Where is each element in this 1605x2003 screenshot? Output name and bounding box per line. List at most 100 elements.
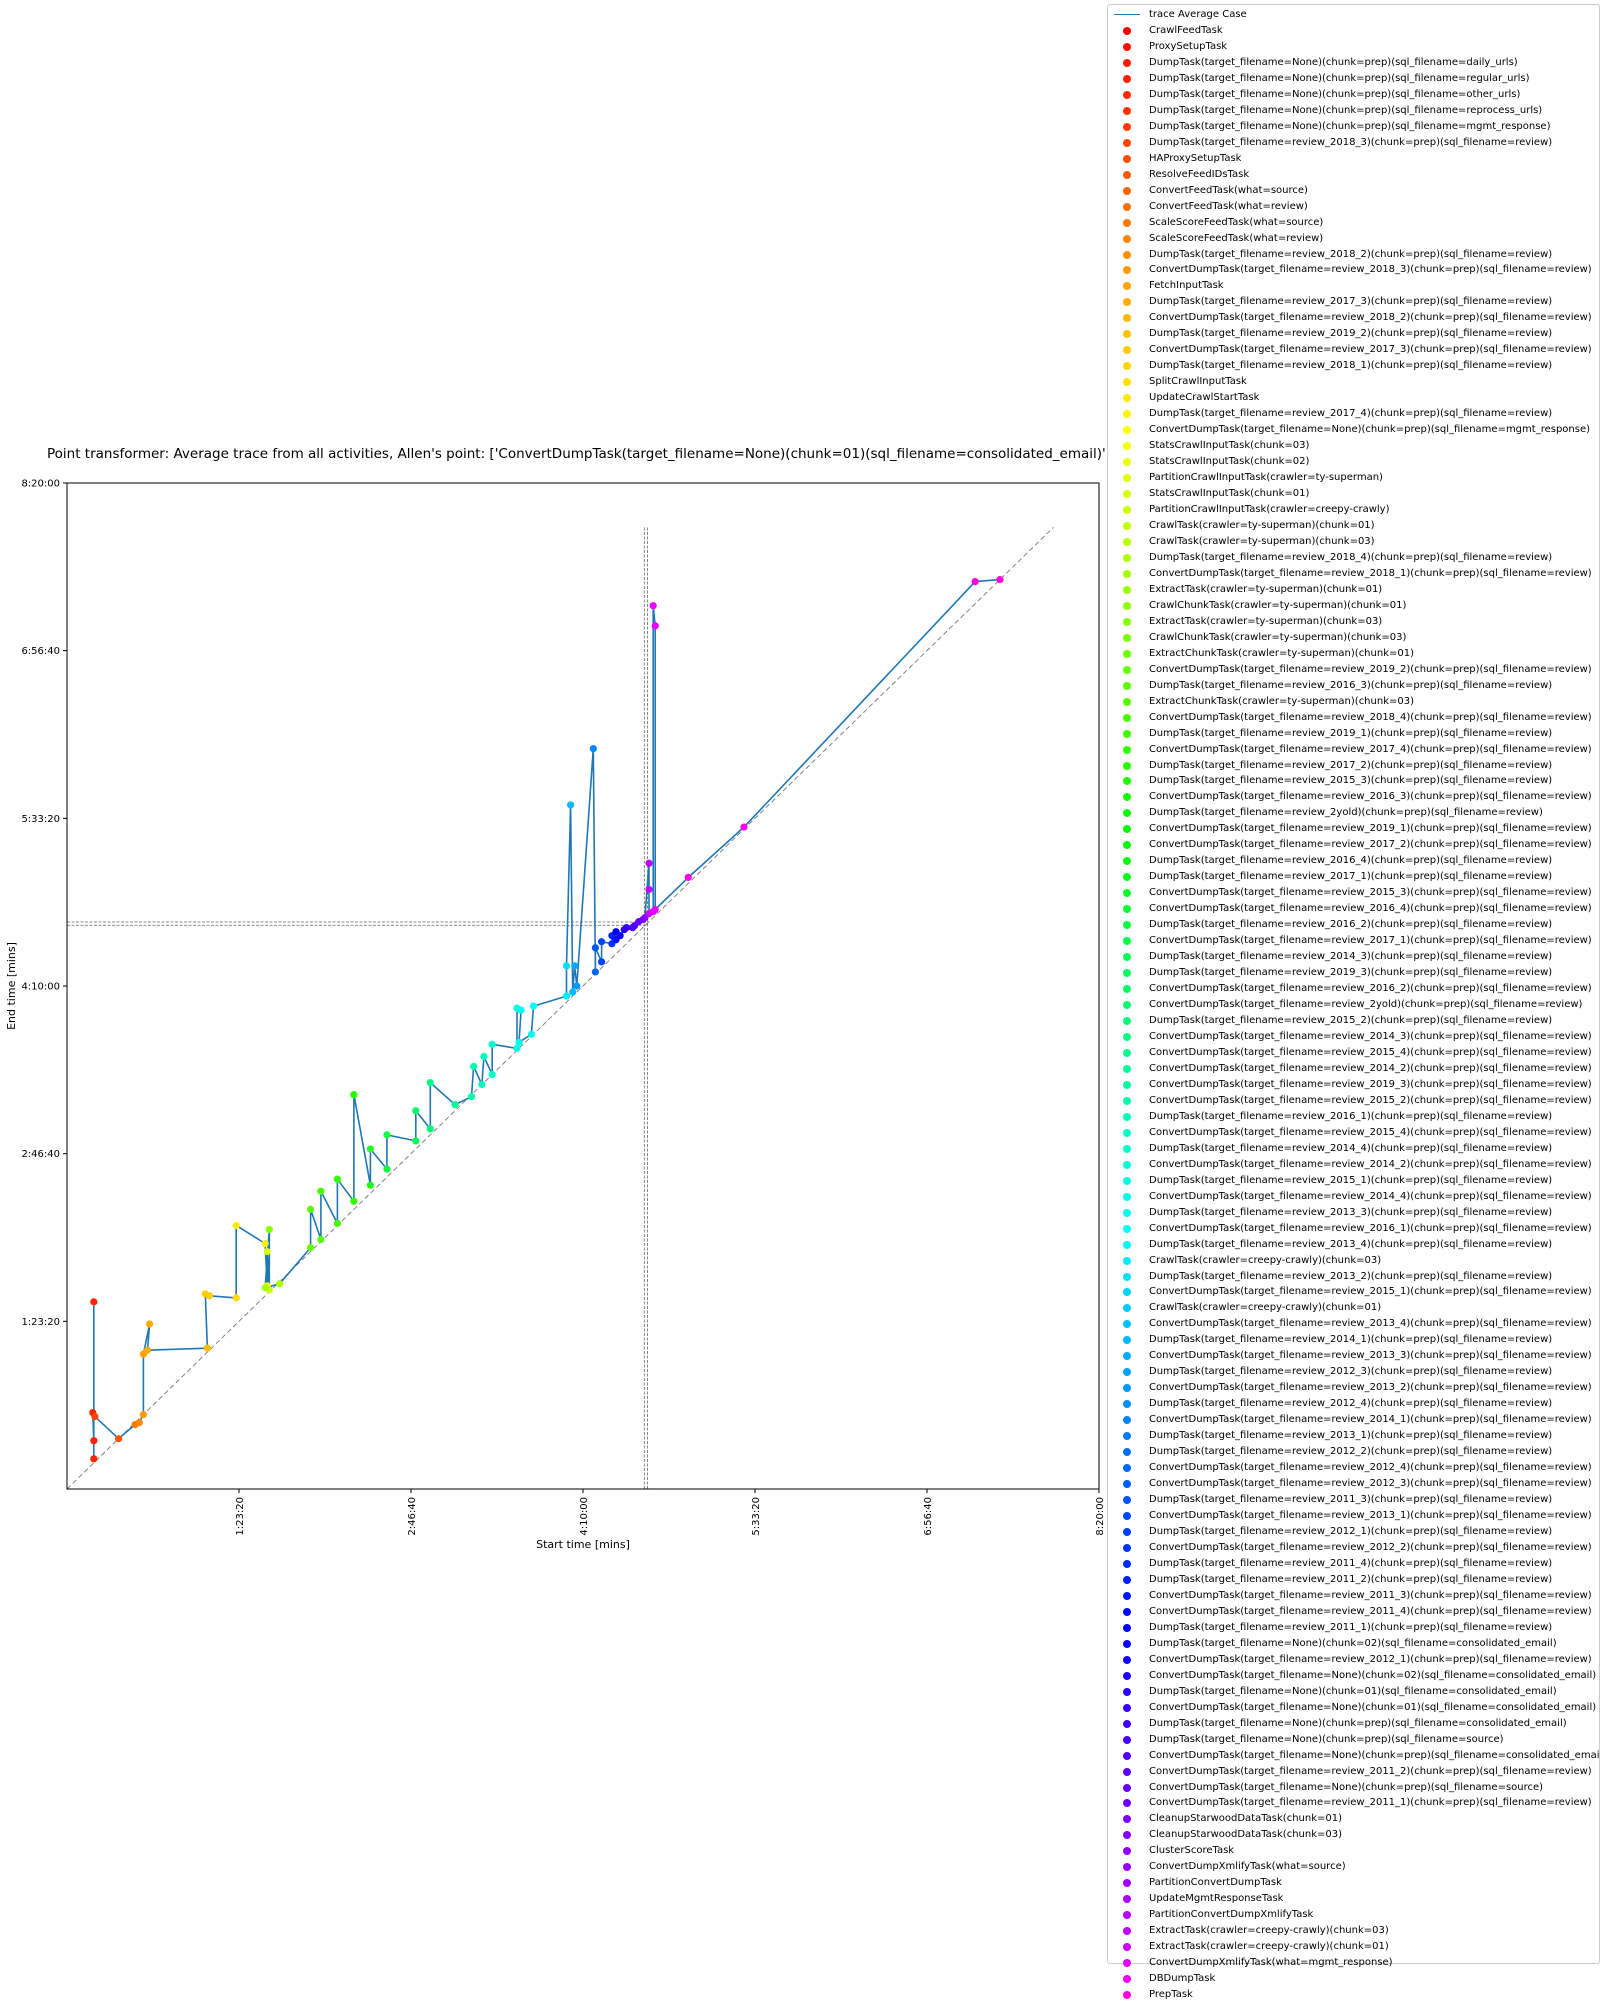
legend-entry: ConvertFeedTask(what=source) — [1112, 183, 1599, 199]
legend-label: ConvertDumpTask(target_filename=review_2… — [1149, 1222, 1592, 1234]
trace-point — [135, 1419, 143, 1427]
legend-entry: DumpTask(target_filename=review_2011_3)(… — [1112, 1492, 1599, 1508]
legend-label: DumpTask(target_filename=review_2019_3)(… — [1149, 967, 1553, 979]
legend-marker — [1112, 1591, 1142, 1600]
legend-entry: ConvertDumpTask(target_filename=review_2… — [1112, 1077, 1599, 1093]
legend-label: DumpTask(target_filename=review_2015_2)(… — [1149, 1015, 1553, 1027]
legend-marker — [1112, 601, 1142, 610]
legend-marker — [1112, 266, 1142, 275]
legend-label: CrawlFeedTask — [1149, 24, 1223, 36]
legend-label: DumpTask(target_filename=None)(chunk=02)… — [1149, 1637, 1557, 1649]
legend-label: DumpTask(target_filename=review_2019_2)(… — [1149, 328, 1553, 340]
legend-label: DumpTask(target_filename=review_2016_3)(… — [1149, 679, 1553, 691]
legend-label: CrawlTask(crawler=creepy-crawly)(chunk=0… — [1149, 1254, 1382, 1266]
legend-entry: ExtractTask(crawler=ty-superman)(chunk=0… — [1112, 614, 1599, 630]
trace-point — [306, 1243, 315, 1252]
legend-marker — [1112, 410, 1142, 419]
legend-marker — [1112, 106, 1142, 115]
x-tick-label: 8:20:00 — [1095, 1497, 1106, 1536]
legend-marker — [1112, 697, 1142, 706]
legend-entry: DumpTask(target_filename=review_2017_2)(… — [1112, 758, 1599, 774]
trace-point — [573, 982, 581, 990]
legend-marker — [1112, 1911, 1142, 1920]
legend-entry: ConvertDumpTask(target_filename=review_2… — [1112, 263, 1599, 279]
legend-entry: ConvertDumpTask(target_filename=review_2… — [1112, 1316, 1599, 1332]
legend-marker — [1112, 14, 1142, 16]
trace-point — [529, 1002, 538, 1010]
legend-label: FetchInputTask — [1149, 280, 1224, 292]
legend-entry: ConvertDumpTask(target_filename=review_2… — [1112, 1588, 1599, 1604]
legend-entry: CleanupStarwoodDataTask(chunk=01) — [1112, 1811, 1599, 1827]
legend-entry: DumpTask(target_filename=review_2016_4)(… — [1112, 853, 1599, 869]
legend-label: PartitionCrawlInputTask(crawler=creepy-c… — [1149, 504, 1390, 516]
legend-entry: DumpTask(target_filename=review_2017_4)(… — [1112, 406, 1599, 422]
legend-label: ConvertDumpTask(target_filename=review_2… — [1149, 1541, 1592, 1553]
trace-point — [90, 1455, 98, 1463]
trace-point — [366, 1181, 375, 1189]
legend-label: DumpTask(target_filename=review_2018_2)(… — [1149, 248, 1553, 260]
legend-marker — [1112, 1767, 1142, 1776]
trace-point — [591, 944, 599, 952]
legend-label: DumpTask(target_filename=review_2011_1)(… — [1149, 1621, 1553, 1633]
legend-label: DumpTask(target_filename=None)(chunk=pre… — [1149, 88, 1521, 100]
x-tick-label: 1:23:20 — [235, 1497, 246, 1536]
legend-entry: ClusterScoreTask — [1112, 1843, 1599, 1859]
legend-marker — [1112, 681, 1142, 690]
legend-entry: DumpTask(target_filename=review_2014_1)(… — [1112, 1332, 1599, 1348]
legend-marker — [1112, 490, 1142, 499]
legend-entry: DumpTask(target_filename=None)(chunk=pre… — [1112, 1732, 1599, 1748]
trace-point — [91, 1412, 99, 1421]
legend-entry-line: trace Average Case — [1112, 7, 1599, 23]
legend-label: UpdateCrawlStartTask — [1149, 392, 1260, 404]
legend-label: DumpTask(target_filename=review_2015_3)(… — [1149, 775, 1553, 787]
legend-label: DumpTask(target_filename=review_2018_4)(… — [1149, 551, 1553, 563]
legend-marker — [1112, 1304, 1142, 1313]
legend-label: DumpTask(target_filename=None)(chunk=pre… — [1149, 120, 1551, 132]
legend-label: DumpTask(target_filename=review_2011_3)(… — [1149, 1494, 1553, 1506]
legend-label: DumpTask(target_filename=review_2016_1)(… — [1149, 1110, 1553, 1122]
legend-marker — [1112, 1943, 1142, 1952]
legend-marker — [1112, 1416, 1142, 1425]
legend-label: ConvertFeedTask(what=review) — [1149, 200, 1308, 212]
legend-label: ConvertDumpTask(target_filename=review_2… — [1149, 567, 1592, 579]
legend-entry: ExtractChunkTask(crawler=ty-superman)(ch… — [1112, 694, 1599, 710]
trace-point — [517, 1006, 525, 1014]
trace-point — [205, 1292, 214, 1300]
legend-entry: ConvertDumpTask(target_filename=None)(ch… — [1112, 1700, 1599, 1716]
legend-entry: ProxySetupTask — [1112, 39, 1599, 55]
legend-entry: DumpTask(target_filename=review_2017_3)(… — [1112, 294, 1599, 310]
legend-entry: ConvertDumpTask(target_filename=review_2… — [1112, 1508, 1599, 1524]
legend-label: HAProxySetupTask — [1149, 152, 1242, 164]
legend-entry: ConvertDumpTask(target_filename=review_2… — [1112, 1045, 1599, 1061]
legend-label: ConvertDumpTask(target_filename=review_2… — [1149, 1478, 1592, 1490]
legend-label: ConvertDumpTask(target_filename=review_2… — [1149, 1462, 1592, 1474]
legend-marker — [1112, 42, 1142, 51]
legend-marker — [1112, 1192, 1142, 1201]
axis-ticks: 1:23:20 2:46:40 4:10:00 5:33:20 6:56:40 8:20:… — [21, 479, 1106, 1536]
legend-marker — [1112, 1001, 1142, 1010]
trace-point — [203, 1344, 211, 1352]
y-axis-label: End time [mins] — [5, 942, 18, 1030]
trace-point — [562, 992, 571, 1000]
legend-label: ConvertDumpTask(target_filename=review_2… — [1149, 983, 1592, 995]
legend-entry: DumpTask(target_filename=review_2018_1)(… — [1112, 358, 1599, 374]
legend-label: DumpTask(target_filename=review_2017_3)(… — [1149, 296, 1553, 308]
legend-entry: PartitionCrawlInputTask(crawler=creepy-c… — [1112, 502, 1599, 518]
legend-entry: DBDumpTask — [1112, 1971, 1599, 1987]
legend-entry: ScaleScoreFeedTask(what=source) — [1112, 215, 1599, 231]
legend-marker — [1112, 1432, 1142, 1441]
legend-entry: ConvertDumpTask(target_filename=review_2… — [1112, 837, 1599, 853]
legend-entry: ConvertDumpTask(target_filename=review_2… — [1112, 1652, 1599, 1668]
trace-point — [470, 1062, 478, 1071]
legend-label: ConvertDumpTask(target_filename=None)(ch… — [1149, 424, 1591, 436]
trace-point — [232, 1294, 240, 1302]
legend-marker — [1112, 729, 1142, 738]
trace-line — [92, 578, 1000, 1459]
legend-entry: DumpTask(target_filename=review_2019_1)(… — [1112, 726, 1599, 742]
legend-entry: DumpTask(target_filename=review_2012_3)(… — [1112, 1364, 1599, 1380]
legend-label: DumpTask(target_filename=review_2012_3)(… — [1149, 1366, 1553, 1378]
legend-marker — [1112, 1863, 1142, 1872]
trace-point — [426, 1078, 434, 1087]
y-tick-label: 6:56:40 — [21, 646, 60, 657]
legend-marker — [1112, 362, 1142, 371]
